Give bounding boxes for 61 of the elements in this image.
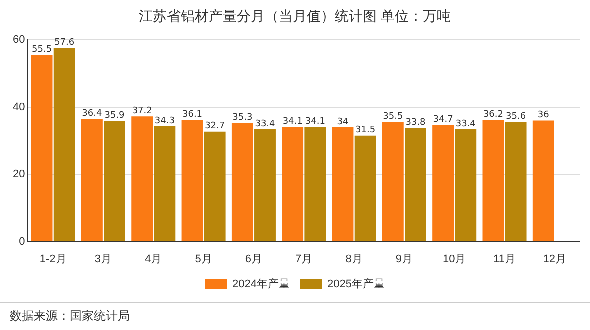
data-label: 36.2 (483, 110, 504, 120)
data-label: 33.4 (456, 119, 476, 130)
data-label: 36 (538, 110, 550, 121)
bar (304, 127, 326, 242)
x-tick-label: 9月 (396, 253, 413, 266)
bar (482, 120, 504, 242)
y-tick-label: 40 (12, 101, 26, 114)
bar (104, 121, 126, 242)
data-label: 37.2 (132, 106, 152, 117)
bar (282, 127, 304, 242)
x-tick-label: 10月 (442, 253, 466, 266)
y-tick-label: 0 (19, 236, 26, 248)
legend-label: 2025年产量 (328, 278, 385, 291)
bar (405, 128, 426, 242)
bar (455, 129, 477, 242)
x-tick-label: 8月 (346, 253, 363, 266)
data-label: 34.7 (433, 114, 454, 125)
x-tick-label: 5月 (195, 253, 212, 266)
y-tick-label: 60 (12, 34, 26, 46)
legend-label: 2024年产量 (232, 278, 290, 291)
x-tick-label: 6月 (245, 253, 263, 266)
bar (81, 119, 103, 242)
data-label: 55.5 (32, 44, 52, 55)
data-label: 34.1 (305, 116, 326, 127)
bar (354, 136, 376, 242)
bar (132, 116, 154, 242)
bar (182, 120, 204, 242)
chart-title: 江苏省铝材产量分月（当月值）统计图 单位：万吨 (138, 8, 452, 26)
bar (505, 122, 527, 242)
data-label: 35.5 (383, 112, 404, 122)
x-tick-label: 12月 (543, 253, 567, 266)
data-label: 34.1 (282, 116, 303, 127)
data-label: 36.1 (182, 110, 203, 120)
bar (332, 127, 354, 242)
bar (382, 122, 404, 242)
data-label: 35.3 (232, 112, 253, 123)
data-label: 35.6 (506, 112, 526, 122)
bar (54, 48, 76, 242)
x-tick-label: 7月 (296, 253, 313, 266)
data-label: 34 (337, 117, 349, 128)
data-label: 33.4 (255, 119, 276, 130)
data-label: 57.6 (54, 38, 75, 48)
x-tick-label: 3月 (94, 253, 112, 266)
data-label: 34.3 (154, 116, 175, 126)
bar (254, 129, 276, 242)
data-label: 36.4 (82, 109, 102, 120)
data-label: 31.5 (356, 126, 376, 136)
bar (532, 120, 554, 242)
y-tick-label: 20 (12, 168, 26, 181)
data-label: 33.8 (406, 118, 426, 128)
bar (31, 55, 53, 242)
x-tick-label: 11月 (494, 253, 516, 266)
data-label: 32.7 (205, 122, 226, 132)
bar (232, 123, 254, 242)
data-label: 35.9 (104, 110, 126, 121)
bar (204, 132, 226, 242)
source-note: 数据来源：国家统计局 (10, 308, 130, 325)
bar (432, 125, 454, 242)
x-tick-label: 1-2月 (40, 253, 67, 266)
x-tick-label: 4月 (145, 253, 162, 266)
bar (154, 126, 176, 242)
